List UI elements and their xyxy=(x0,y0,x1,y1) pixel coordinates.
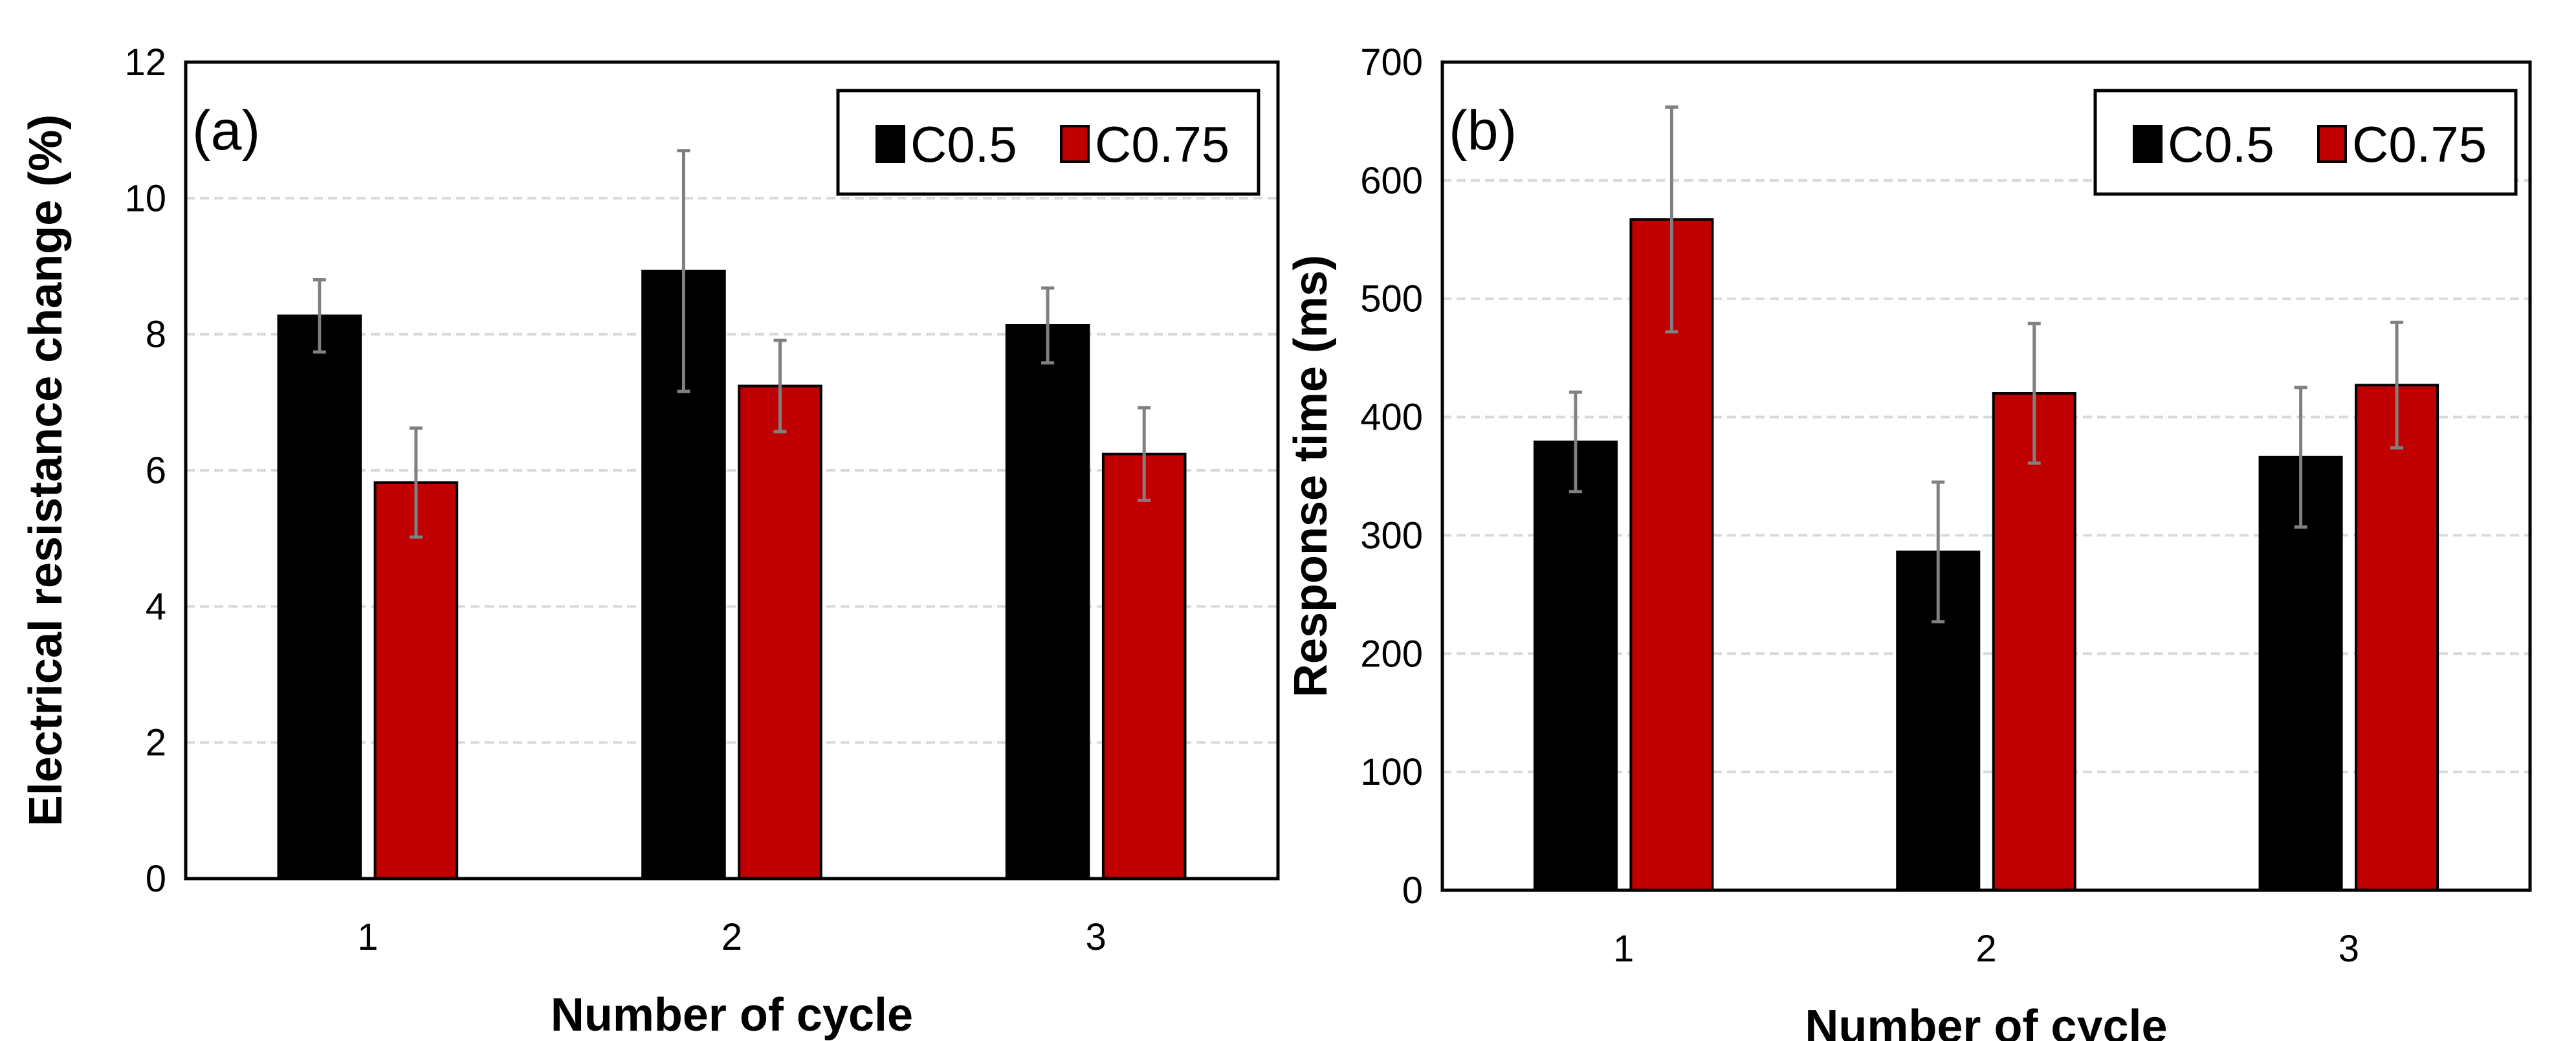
error-bar xyxy=(1665,105,1679,334)
x-axis-label: Number of cycle xyxy=(551,989,913,1041)
legend: C0.5 C0.75 xyxy=(2093,89,2518,196)
legend-swatch-c075 xyxy=(1060,125,1090,163)
error-bar xyxy=(313,278,326,354)
plot-area-border xyxy=(184,60,1280,881)
legend-label: C0.75 xyxy=(2352,116,2487,173)
bar-c075-cycle-2 xyxy=(1992,392,2076,892)
legend-label: C0.5 xyxy=(910,116,1017,173)
legend-swatch-c075 xyxy=(2317,125,2347,163)
bar-c075-cycle-2 xyxy=(738,384,822,880)
bar-c05-cycle-3 xyxy=(1005,323,1090,880)
error-bar xyxy=(1041,286,1055,365)
y-tick-label: 400 xyxy=(1360,397,1423,439)
error-bar xyxy=(773,338,787,433)
x-tick-label: 2 xyxy=(1976,928,1996,970)
x-tick-label: 3 xyxy=(2339,928,2359,970)
legend-label: C0.75 xyxy=(1095,116,1229,173)
panel-label: (b) xyxy=(1449,100,1517,162)
y-tick-label: 10 xyxy=(124,177,166,219)
error-bar xyxy=(677,149,690,393)
error-bar xyxy=(1569,390,1582,494)
y-tick-label: 12 xyxy=(124,41,166,83)
error-bar xyxy=(2294,386,2307,529)
error-bar xyxy=(2390,320,2404,450)
y-tick-label: 0 xyxy=(146,858,166,900)
legend-swatch-c05 xyxy=(2133,125,2163,163)
y-tick-label: 300 xyxy=(1360,514,1423,556)
x-axis-label: Number of cycle xyxy=(1805,1001,2167,1041)
bar-c05-cycle-1 xyxy=(277,314,362,880)
y-tick-label: 200 xyxy=(1360,633,1423,675)
legend-label: C0.5 xyxy=(2168,116,2274,173)
legend: C0.5 C0.75 xyxy=(836,89,1260,196)
y-tick-label: 2 xyxy=(146,722,166,764)
error-bar xyxy=(2027,322,2041,465)
x-tick-label: 1 xyxy=(357,916,378,958)
legend-box xyxy=(836,89,1260,196)
plot-area-border xyxy=(1440,60,2532,892)
y-tick-label: 0 xyxy=(1402,870,1423,912)
y-axis-label: Response time (ms) xyxy=(1285,255,1337,697)
x-tick-label: 3 xyxy=(1086,916,1106,958)
y-tick-label: 6 xyxy=(146,450,166,492)
y-tick-label: 8 xyxy=(146,314,166,356)
x-tick-label: 2 xyxy=(721,916,742,958)
bar-c075-cycle-3 xyxy=(1101,452,1187,880)
y-tick-label: 100 xyxy=(1360,751,1423,793)
y-tick-label: 4 xyxy=(146,586,166,628)
chart-panel-b: 0 100 200 300 400 500 600 700 1 2 3 (b) Number of cy… xyxy=(1285,41,2532,1041)
y-axis-label: Electrical resistance change (%) xyxy=(20,115,72,827)
legend-box xyxy=(2093,89,2518,196)
panel-label: (a) xyxy=(192,100,260,162)
y-tick-label: 600 xyxy=(1360,160,1423,202)
error-bar xyxy=(409,426,423,539)
x-tick-label: 1 xyxy=(1613,928,1634,970)
y-tick-label: 500 xyxy=(1360,278,1423,320)
y-tick-label: 700 xyxy=(1360,41,1423,83)
bar-c075-cycle-3 xyxy=(2355,384,2439,892)
bar-c075-cycle-1 xyxy=(373,481,459,880)
bar-c05-cycle-1 xyxy=(1533,440,1618,892)
error-bar xyxy=(1138,406,1151,502)
legend-swatch-c05 xyxy=(875,125,905,163)
error-bar xyxy=(1932,480,1945,624)
